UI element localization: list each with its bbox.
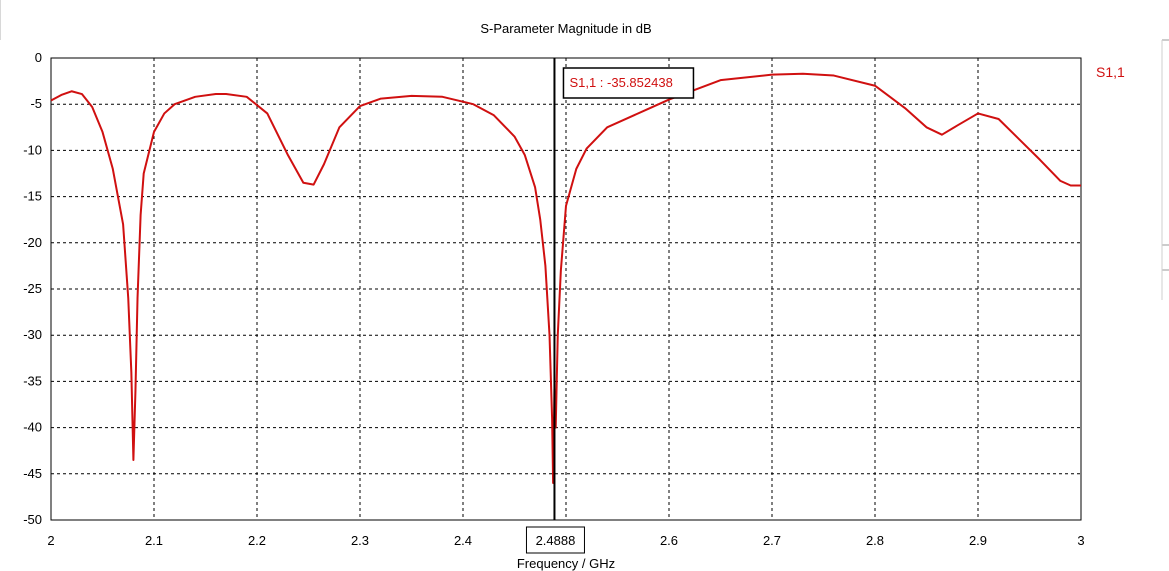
y-tick-label: -40 <box>23 420 42 435</box>
marker-x-text: 2.4888 <box>536 533 576 548</box>
x-tick-label: 2.1 <box>145 533 163 548</box>
chart-title: S-Parameter Magnitude in dB <box>480 21 651 36</box>
x-axis-ticks: 22.12.22.32.42.52.62.72.82.93 <box>47 533 1084 548</box>
x-tick-label: 2.9 <box>969 533 987 548</box>
x-tick-label: 2.2 <box>248 533 266 548</box>
marker-label: S1,1 : -35.852438 <box>562 67 695 99</box>
y-tick-label: -35 <box>23 373 42 388</box>
y-tick-label: -20 <box>23 235 42 250</box>
x-tick-label: 2.7 <box>763 533 781 548</box>
x-tick-label: 2.3 <box>351 533 369 548</box>
plot-frame <box>50 57 1082 521</box>
y-tick-label: -50 <box>23 512 42 527</box>
grid <box>51 58 1081 520</box>
y-tick-label: -5 <box>30 96 42 111</box>
y-tick-label: -15 <box>23 189 42 204</box>
x-tick-label: 2.6 <box>660 533 678 548</box>
y-axis-ticks: 0 -5 -10 -15 -20 -25 -30 -35 -40 -45 -50 <box>23 50 42 527</box>
y-tick-label: 0 <box>35 50 42 65</box>
x-tick-label: 2.4 <box>454 533 472 548</box>
marker-x-readout: 2.4888 <box>525 526 585 554</box>
y-tick-label: -30 <box>23 327 42 342</box>
y-tick-label: -10 <box>23 142 42 157</box>
series-line-s11 <box>50 72 1081 485</box>
marker-x-box <box>525 526 585 554</box>
marker-label-text: S1,1 : -35.852438 <box>569 75 672 90</box>
x-tick-label: 2 <box>47 533 54 548</box>
x-tick-label: 3 <box>1077 533 1084 548</box>
y-tick-label: -45 <box>23 466 42 481</box>
marker-label-box <box>562 67 695 99</box>
y-tick-label: -25 <box>23 281 42 296</box>
legend-entry-s11: S1,1 <box>1096 64 1125 80</box>
x-tick-label: 2.8 <box>866 533 884 548</box>
right-edge-decor <box>1161 39 1169 300</box>
x-axis-label: Frequency / GHz <box>517 556 615 571</box>
